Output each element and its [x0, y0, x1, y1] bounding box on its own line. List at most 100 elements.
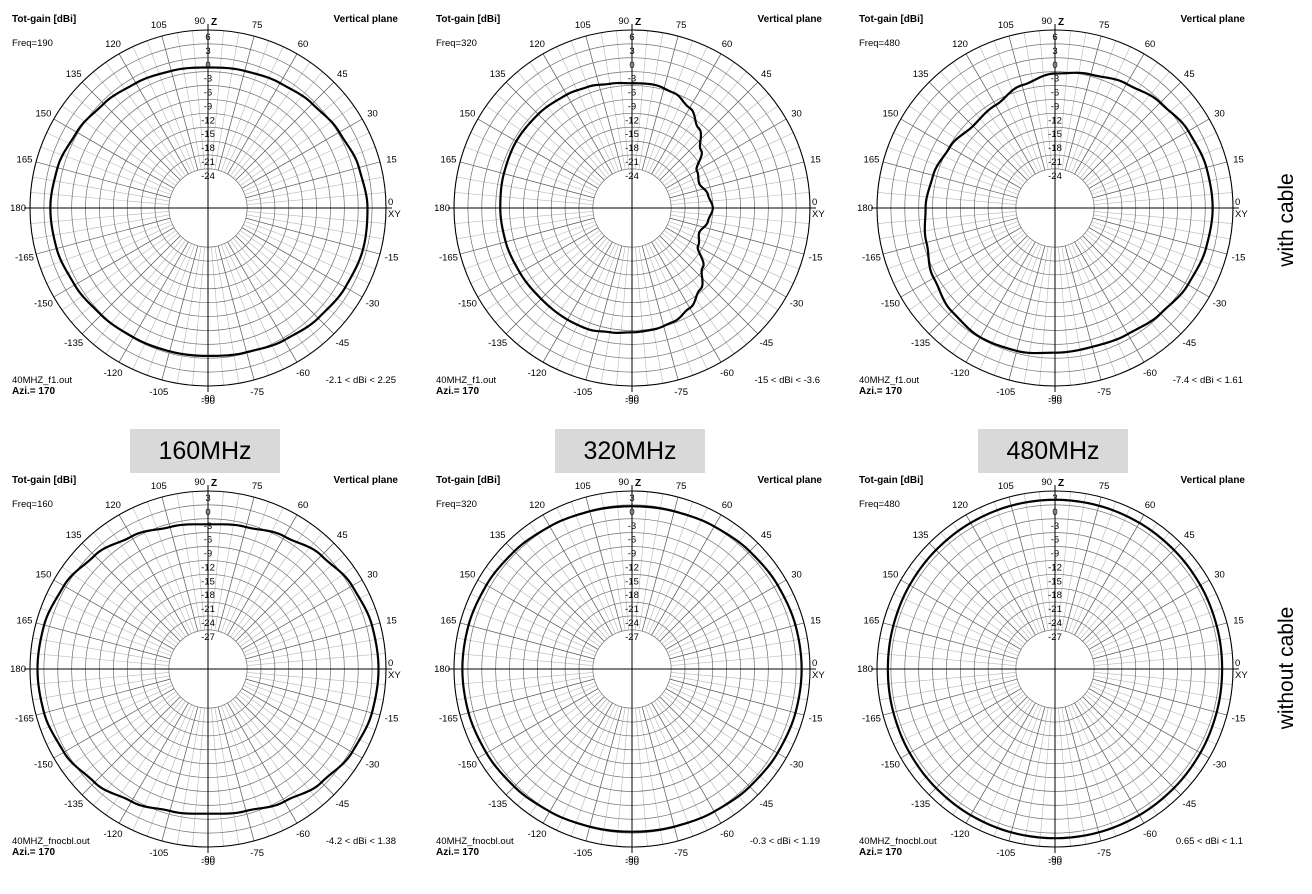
radial-tick-label: -6: [628, 88, 636, 99]
angle-tick-label: 0: [1235, 658, 1240, 669]
radiation-pattern: [923, 71, 1214, 355]
plot-title: Tot-gain [dBi]: [436, 14, 500, 25]
angle-tick-label: 15: [386, 615, 397, 626]
angle-tick-label: 15: [810, 154, 821, 165]
radial-tick-label: -12: [201, 115, 215, 126]
angle-tick-label: -105: [996, 387, 1015, 398]
xy-axis-label: XY: [812, 670, 825, 681]
angle-tick-label: 135: [490, 69, 506, 80]
radial-tick-label: 6: [205, 32, 210, 43]
range-label: -7.4 < dBi < 1.61: [1173, 375, 1243, 386]
angle-tick-label: -135: [488, 799, 507, 810]
radial-tick-label: 6: [629, 32, 634, 43]
angle-tick-label: 75: [1099, 20, 1110, 31]
radial-tick-label: 3: [1052, 493, 1057, 504]
angle-tick-label: -60: [296, 368, 310, 379]
radiation-pattern: [461, 505, 803, 833]
angle-tick-label: 120: [105, 500, 121, 511]
radial-tick-label: -18: [201, 590, 215, 601]
angle-tick-label: -75: [1097, 848, 1111, 859]
angle-tick-label: 90: [1041, 477, 1052, 488]
angle-tick-label: -15: [1232, 253, 1246, 264]
radial-tick-label: 0: [1052, 60, 1057, 71]
radial-tick-label: -3: [1051, 74, 1059, 85]
angle-tick-label: 120: [529, 39, 545, 50]
angle-tick-label: 15: [810, 615, 821, 626]
angle-tick-label: -135: [488, 338, 507, 349]
angle-tick-label: 75: [676, 20, 687, 31]
angle-tick-label: 90: [618, 16, 629, 27]
radial-tick-label: -6: [1051, 535, 1059, 546]
plot-title: Tot-gain [dBi]: [436, 475, 500, 486]
range-label: -2.1 < dBi < 2.25: [326, 375, 396, 386]
angle-tick-label: -90: [625, 396, 639, 407]
angle-tick-label: -105: [573, 387, 592, 398]
angle-tick-label: 120: [952, 39, 968, 50]
angle-tick-label: -90: [1048, 394, 1062, 405]
angle-tick-label: 180: [857, 664, 873, 675]
angle-tick-label: -150: [458, 760, 477, 771]
radial-tick-label: -18: [625, 143, 639, 154]
file-label: 40MHZ_f1.out: [436, 375, 497, 386]
z-axis-label: Z: [1058, 17, 1064, 28]
xy-axis-label: XY: [812, 209, 825, 220]
angle-tick-label: 180: [434, 664, 450, 675]
angle-tick-label: -90: [1048, 857, 1062, 868]
angle-tick-label: 15: [1233, 615, 1244, 626]
angle-tick-label: 120: [529, 500, 545, 511]
angle-tick-label: 30: [1214, 570, 1225, 581]
angle-tick-label: -75: [1097, 387, 1111, 398]
frequency-label: Freq=320: [436, 38, 477, 49]
radial-tick-label: 6: [1052, 32, 1057, 43]
freq-label-320: 320MHz: [555, 429, 705, 473]
angle-tick-label: -60: [720, 368, 734, 379]
angle-tick-label: -165: [15, 253, 34, 264]
angle-tick-label: -75: [250, 848, 264, 859]
angle-tick-label: 0: [812, 197, 817, 208]
plot-title: Tot-gain [dBi]: [12, 14, 76, 25]
radial-tick-label: -12: [625, 115, 639, 126]
row-label-without-cable: without cable: [1275, 606, 1298, 730]
radial-tick-label: 0: [629, 60, 634, 71]
angle-tick-label: 165: [441, 615, 457, 626]
radial-tick-label: -3: [628, 521, 636, 532]
plane-label: Vertical plane: [334, 475, 399, 486]
angle-tick-label: 0: [388, 658, 393, 669]
angle-tick-label: 45: [337, 69, 348, 80]
radial-tick-label: -9: [628, 101, 636, 112]
radial-tick-label: -12: [1048, 562, 1062, 573]
angle-tick-label: -150: [458, 299, 477, 310]
angle-tick-label: 105: [998, 481, 1014, 492]
azimuth-label: Azi.= 170: [12, 847, 56, 858]
angle-tick-label: -150: [34, 299, 53, 310]
angle-tick-label: 180: [857, 203, 873, 214]
angle-tick-label: -165: [439, 714, 458, 725]
angle-tick-label: -120: [103, 829, 122, 840]
angle-tick-label: 45: [761, 530, 772, 541]
radial-tick-label: -6: [1051, 88, 1059, 99]
file-label: 40MHZ_fnocbl.out: [12, 836, 90, 847]
angle-tick-label: 120: [105, 39, 121, 50]
frequency-label: Freq=480: [859, 38, 900, 49]
angle-tick-label: 75: [252, 20, 263, 31]
angle-tick-label: -30: [1213, 299, 1227, 310]
angle-tick-label: -45: [759, 799, 773, 810]
angle-tick-label: -15: [385, 253, 399, 264]
plane-label: Vertical plane: [1181, 14, 1246, 25]
angle-tick-label: -150: [34, 760, 53, 771]
angle-tick-label: 60: [1145, 500, 1156, 511]
azimuth-label: Azi.= 170: [859, 386, 903, 397]
file-label: 40MHZ_f1.out: [859, 375, 920, 386]
radial-tick-label: -15: [625, 576, 639, 587]
angle-tick-label: 30: [791, 570, 802, 581]
radial-tick-label: -3: [628, 74, 636, 85]
angle-tick-label: 45: [1184, 530, 1195, 541]
radial-tick-label: -24: [625, 618, 639, 629]
angle-tick-label: -90: [1048, 855, 1062, 866]
radial-tick-label: -12: [201, 562, 215, 573]
row-label-with-cable: with cable: [1275, 173, 1298, 267]
radial-tick-label: 3: [205, 493, 210, 504]
angle-tick-label: 120: [952, 500, 968, 511]
radial-tick-label: -15: [1048, 129, 1062, 140]
